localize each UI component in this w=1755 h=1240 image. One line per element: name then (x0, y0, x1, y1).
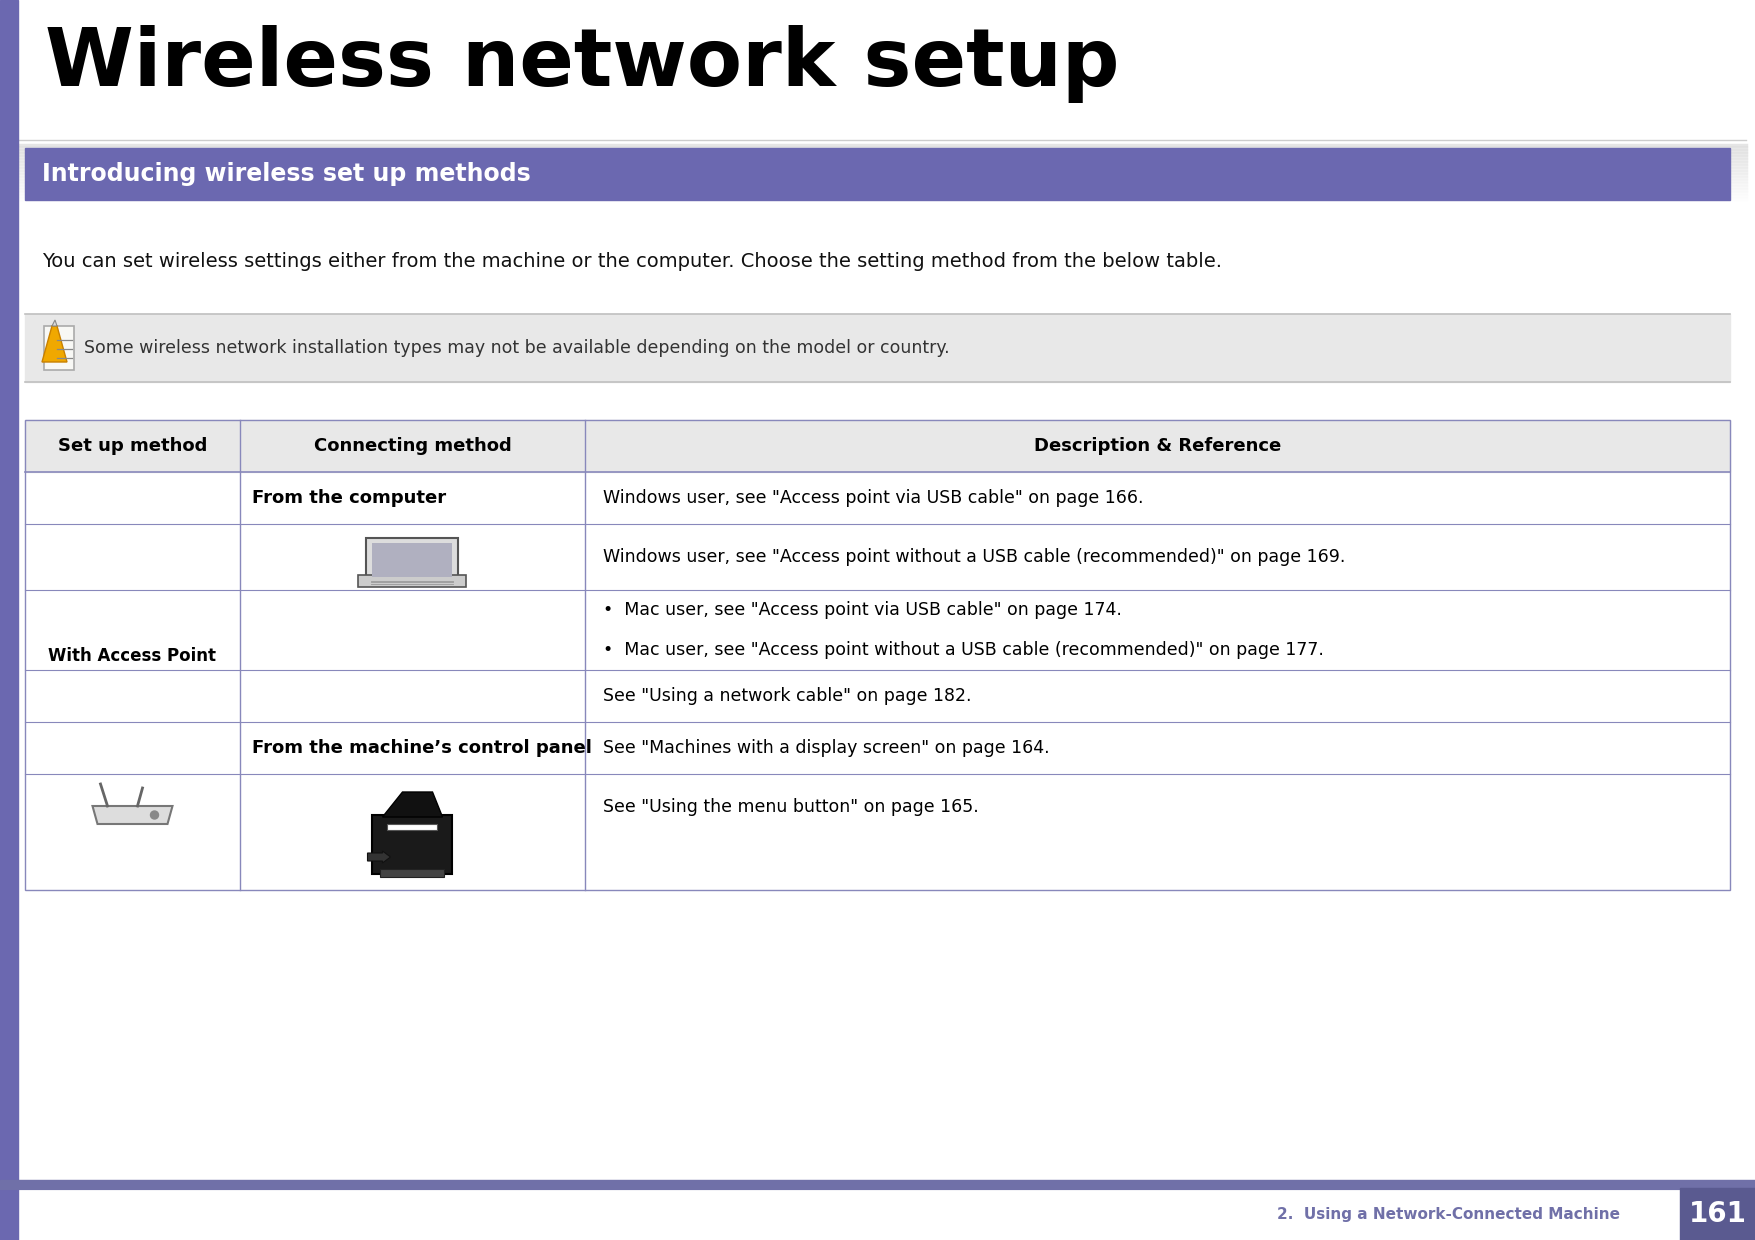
Text: Set up method: Set up method (58, 436, 207, 455)
Bar (25, 148, 1730, 200)
Bar (0, 1188, 1755, 1240)
Bar (372, 543, 453, 577)
Bar (388, 825, 437, 830)
Text: You can set wireless settings either from the machine or the computer. Choose th: You can set wireless settings either fro… (42, 252, 1221, 272)
Text: Windows user, see "Access point without a USB cable (recommended)" on page 169.: Windows user, see "Access point without … (604, 548, 1346, 565)
Text: Windows user, see "Access point via USB cable" on page 166.: Windows user, see "Access point via USB … (604, 489, 1144, 507)
Bar (1680, 1188, 1755, 1240)
FancyBboxPatch shape (372, 815, 453, 874)
Polygon shape (53, 320, 56, 326)
Text: •  Mac user, see "Access point via USB cable" on page 174.: • Mac user, see "Access point via USB ca… (604, 601, 1121, 619)
Circle shape (151, 811, 158, 818)
Text: Introducing wireless set up methods: Introducing wireless set up methods (42, 162, 530, 186)
Polygon shape (93, 806, 172, 825)
Text: Description & Reference: Description & Reference (1034, 436, 1281, 455)
Text: See "Using the menu button" on page 165.: See "Using the menu button" on page 165. (604, 799, 979, 816)
FancyBboxPatch shape (367, 538, 458, 583)
Bar (25, 420, 1730, 472)
Bar (25, 420, 1730, 890)
Polygon shape (383, 792, 442, 817)
Text: With Access Point: With Access Point (49, 647, 216, 665)
Bar (44, 326, 74, 370)
Text: •  Mac user, see "Access point without a USB cable (recommended)" on page 177.: • Mac user, see "Access point without a … (604, 641, 1323, 658)
Polygon shape (42, 326, 67, 362)
Text: From the machine’s control panel: From the machine’s control panel (253, 739, 591, 756)
Text: See "Using a network cable" on page 182.: See "Using a network cable" on page 182. (604, 687, 972, 706)
Text: 2.  Using a Network-Connected Machine: 2. Using a Network-Connected Machine (1278, 1207, 1620, 1221)
FancyBboxPatch shape (358, 574, 467, 587)
Text: See "Machines with a display screen" on page 164.: See "Machines with a display screen" on … (604, 739, 1049, 756)
Text: From the computer: From the computer (253, 489, 446, 507)
Text: Some wireless network installation types may not be available depending on the m: Some wireless network installation types… (84, 339, 949, 357)
Bar (381, 869, 444, 877)
Bar (25, 314, 1730, 382)
Text: 161: 161 (1688, 1200, 1746, 1228)
Bar (0, 1180, 1755, 1188)
FancyArrow shape (367, 851, 391, 863)
Text: Wireless network setup: Wireless network setup (46, 25, 1120, 103)
Text: Connecting method: Connecting method (314, 436, 511, 455)
Bar (0, 0, 18, 1240)
